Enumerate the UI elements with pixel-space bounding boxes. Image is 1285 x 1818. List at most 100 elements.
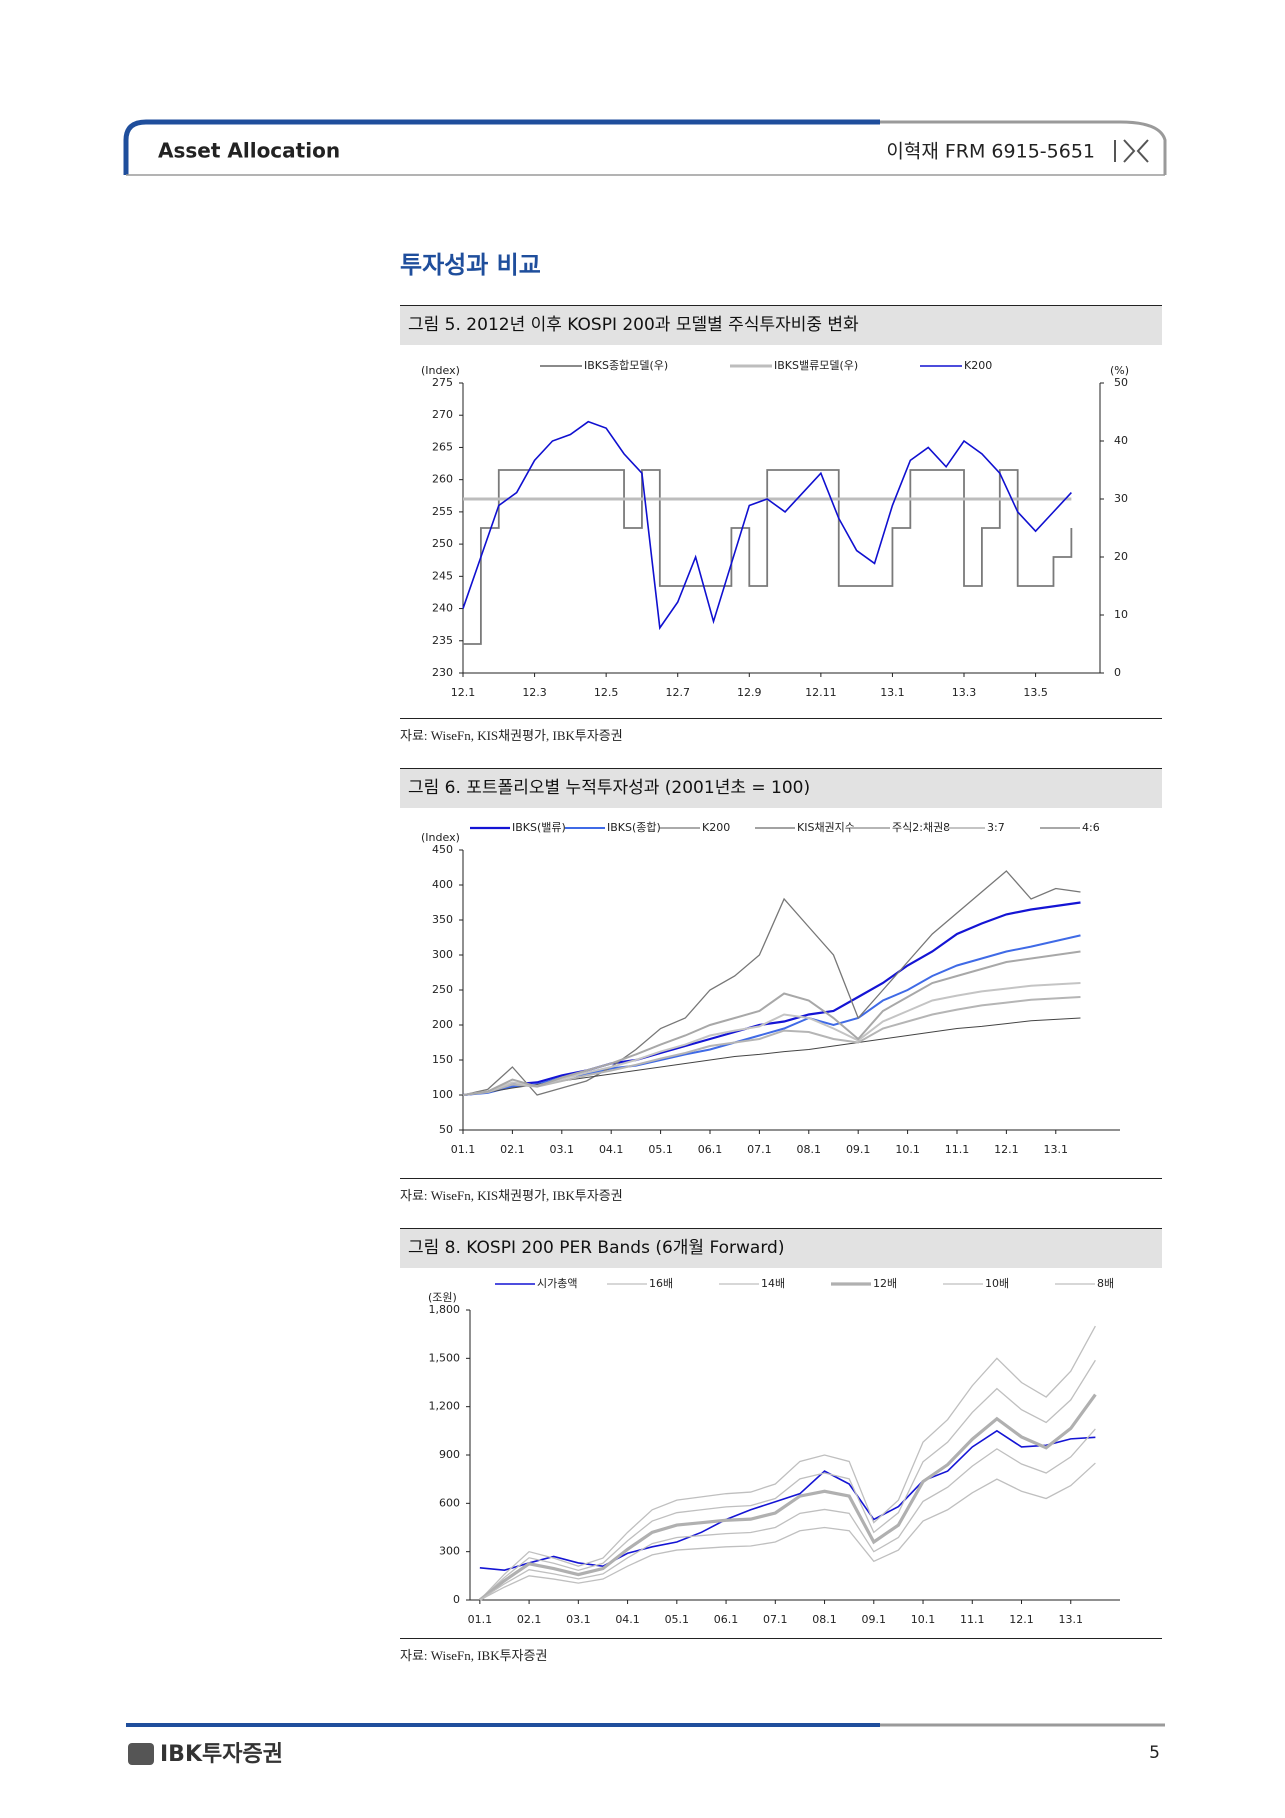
x-tick-label: 06.1 bbox=[714, 1613, 739, 1626]
y-tick-label: 100 bbox=[432, 1088, 453, 1101]
y-tick-label: 1,500 bbox=[429, 1351, 461, 1364]
y-tick-label: 350 bbox=[432, 913, 453, 926]
y-tick-label: 260 bbox=[432, 473, 453, 486]
x-tick-label: 10.1 bbox=[895, 1143, 920, 1156]
series-line bbox=[479, 1325, 1096, 1601]
author: 이혁재 FRM 6915-5651 bbox=[886, 141, 1095, 163]
legend-label: KIS채권지수 bbox=[797, 821, 855, 834]
x-tick-label: 13.1 bbox=[880, 686, 905, 699]
section-heading: 투자성과 비교 bbox=[400, 251, 541, 279]
y-tick-label: 1,800 bbox=[429, 1303, 461, 1316]
series-line bbox=[462, 950, 1081, 1096]
x-tick-label: 04.1 bbox=[615, 1613, 640, 1626]
series-line bbox=[462, 870, 1081, 1096]
y2-axis-label: (%) bbox=[1110, 364, 1129, 377]
figure-title: 그림 6. 포트폴리오별 누적투자성과 (2001년초 = 100) bbox=[400, 768, 1162, 808]
chart: (Index) 50 100 150 200 250 300 350 400 450 01.1 02.… bbox=[421, 821, 1120, 1156]
y2-tick-label: 0 bbox=[1114, 666, 1121, 679]
y-tick-label: 230 bbox=[432, 666, 453, 679]
y-tick-label: 300 bbox=[432, 948, 453, 961]
series-line bbox=[462, 420, 1072, 631]
y-axis-label: (Index) bbox=[421, 364, 460, 377]
figure-title: 그림 8. KOSPI 200 PER Bands (6개월 Forward) bbox=[400, 1228, 1162, 1268]
x-tick-label: 13.3 bbox=[952, 686, 977, 699]
x-tick-label: 04.1 bbox=[599, 1143, 624, 1156]
y2-tick-label: 20 bbox=[1114, 550, 1128, 563]
legend-label: 4:6 bbox=[1082, 821, 1100, 834]
series-line bbox=[462, 982, 1081, 1096]
y-tick-label: 200 bbox=[432, 1018, 453, 1031]
y-tick-label: 250 bbox=[432, 983, 453, 996]
y-tick-label: 600 bbox=[439, 1496, 460, 1509]
chart: (Index) 230 235 240 245 250 255 260 265 270 275 (%)… bbox=[421, 359, 1129, 699]
y2-tick-label: 40 bbox=[1114, 434, 1128, 447]
x-tick-label: 06.1 bbox=[698, 1143, 723, 1156]
legend-label: K200 bbox=[702, 821, 730, 834]
x-tick-label: 13.1 bbox=[1044, 1143, 1069, 1156]
legend-label: IBKS(종합) bbox=[607, 821, 661, 834]
legend-label: K200 bbox=[964, 359, 992, 372]
figure-source: 자료: WiseFn, KIS채권평가, IBK투자증권 bbox=[400, 718, 1162, 744]
y2-tick-label: 50 bbox=[1114, 376, 1128, 389]
y-axis-label: (조원) bbox=[428, 1291, 457, 1304]
footer: IBK투자증권 5 bbox=[126, 1723, 1165, 1767]
y-tick-label: 900 bbox=[439, 1448, 460, 1461]
legend-label: 3:7 bbox=[987, 821, 1005, 834]
y-tick-label: 0 bbox=[453, 1593, 460, 1606]
series-line bbox=[463, 469, 1073, 645]
x-tick-label: 02.1 bbox=[500, 1143, 525, 1156]
y-tick-label: 450 bbox=[432, 843, 453, 856]
x-tick-label: 05.1 bbox=[648, 1143, 673, 1156]
legend-label: 시가총액 bbox=[537, 1277, 577, 1290]
x-tick-label: 09.1 bbox=[846, 1143, 871, 1156]
series-line bbox=[479, 1462, 1096, 1601]
x-tick-label: 13.5 bbox=[1023, 686, 1047, 699]
x-tick-label: 12.1 bbox=[451, 686, 476, 699]
x-tick-label: 12.5 bbox=[594, 686, 619, 699]
x-tick-label: 12.1 bbox=[1009, 1613, 1034, 1626]
y2-tick-label: 30 bbox=[1114, 492, 1128, 505]
x-tick-label: 01.1 bbox=[451, 1143, 476, 1156]
page-number: 5 bbox=[1149, 1743, 1160, 1763]
y-tick-label: 275 bbox=[432, 376, 453, 389]
x-tick-label: 11.1 bbox=[945, 1143, 970, 1156]
legend-label: 주식2:채권8 bbox=[892, 821, 950, 834]
series-line bbox=[479, 1429, 1096, 1572]
x-tick-label: 12.3 bbox=[522, 686, 547, 699]
y-tick-label: 400 bbox=[432, 878, 453, 891]
x-tick-label: 03.1 bbox=[566, 1613, 591, 1626]
series-line bbox=[478, 1393, 1097, 1602]
y-tick-label: 265 bbox=[432, 440, 453, 453]
legend-label: IBKS(밸류) bbox=[512, 821, 566, 834]
series-line bbox=[462, 901, 1081, 1097]
figure-source: 자료: WiseFn, IBK투자증권 bbox=[400, 1638, 1162, 1664]
series-line bbox=[462, 934, 1081, 1096]
header-rule bbox=[123, 119, 880, 175]
x-tick-label: 12.11 bbox=[805, 686, 837, 699]
legend-label: IBKS종합모델(우) bbox=[584, 359, 668, 372]
section-name: Asset Allocation bbox=[158, 139, 340, 163]
series-line bbox=[479, 1428, 1096, 1601]
y2-tick-label: 10 bbox=[1114, 608, 1128, 621]
series-line bbox=[479, 1359, 1096, 1601]
x-tick-label: 07.1 bbox=[747, 1143, 772, 1156]
legend-label: 12배 bbox=[873, 1277, 897, 1290]
legend-label: 16배 bbox=[649, 1277, 673, 1290]
y-axis-label: (Index) bbox=[421, 831, 460, 844]
x-tick-label: 05.1 bbox=[665, 1613, 690, 1626]
x-tick-label: 11.1 bbox=[960, 1613, 985, 1626]
y-tick-label: 300 bbox=[439, 1545, 460, 1558]
x-tick-label: 02.1 bbox=[517, 1613, 542, 1626]
figure-title: 그림 5. 2012년 이후 KOSPI 200과 모델별 주식투자비중 변화 bbox=[400, 305, 1162, 345]
y-tick-label: 245 bbox=[432, 569, 453, 582]
x-tick-label: 03.1 bbox=[550, 1143, 575, 1156]
legend-label: 8배 bbox=[1097, 1277, 1114, 1290]
x-tick-label: 07.1 bbox=[763, 1613, 788, 1626]
x-tick-label: 08.1 bbox=[797, 1143, 822, 1156]
header: Asset Allocation 이혁재 FRM 6915-5651 bbox=[123, 119, 1167, 176]
legend-label: IBKS밸류모델(우) bbox=[774, 359, 858, 372]
legend-label: 10배 bbox=[985, 1277, 1009, 1290]
x-tick-label: 08.1 bbox=[812, 1613, 837, 1626]
y-tick-label: 270 bbox=[432, 408, 453, 421]
header-logo bbox=[1114, 139, 1149, 163]
